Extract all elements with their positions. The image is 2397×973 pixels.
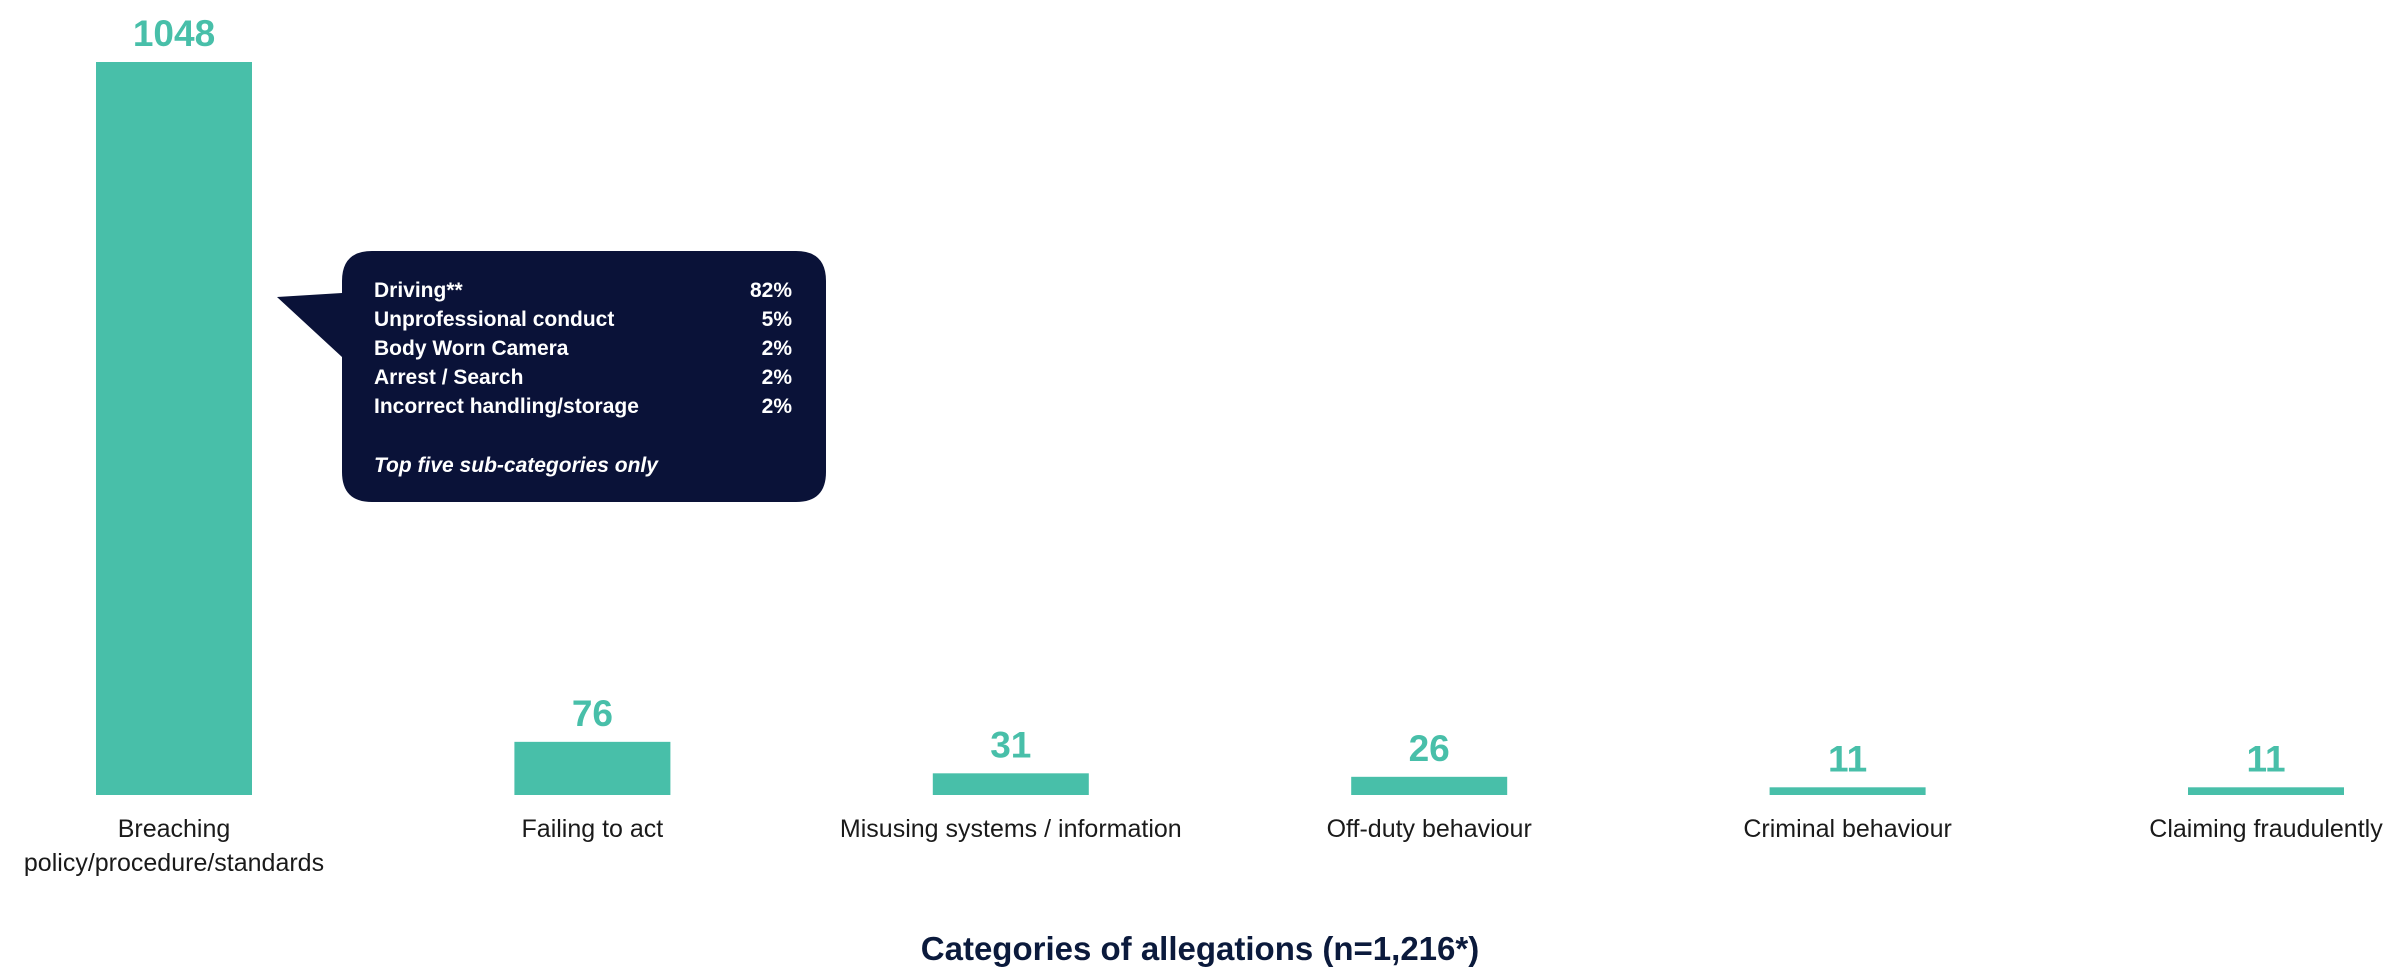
bar	[932, 773, 1089, 795]
x-tick-label: Criminal behaviour	[1743, 815, 1952, 843]
data-label: 26	[1409, 728, 1450, 769]
x-tick-label: Claiming fraudulently	[2149, 815, 2383, 843]
callout-box	[277, 251, 826, 502]
bar	[2188, 787, 2344, 795]
data-label: 11	[1828, 738, 1867, 779]
bar	[96, 62, 252, 795]
data-label: 76	[572, 693, 613, 734]
bar	[1351, 776, 1508, 795]
data-label: 1048	[133, 13, 215, 54]
data-label: 11	[2246, 738, 2285, 779]
callout-value: 5%	[762, 308, 793, 331]
x-tick-label: Failing to act	[521, 815, 664, 843]
bar	[514, 741, 671, 795]
callout-label: Body Worn Camera	[374, 337, 569, 360]
x-axis-title: Categories of allegations (n=1,216*)	[921, 930, 1479, 967]
x-tick-label: Misusing systems / information	[839, 815, 1182, 843]
bar	[1769, 787, 1926, 795]
callout-note: Top five sub-categories only	[374, 454, 659, 477]
callout-value: 2%	[762, 337, 793, 360]
callout-value: 82%	[750, 279, 792, 302]
callout-label: Driving**	[374, 279, 464, 302]
callout-value: 2%	[762, 395, 793, 418]
callout-label: Arrest / Search	[374, 366, 523, 389]
callout-label: Unprofessional conduct	[374, 308, 614, 331]
data-label: 31	[990, 724, 1031, 765]
x-tick-label: Breaching policy/procedure/standards	[23, 815, 325, 877]
callout-label: Incorrect handling/storage	[374, 395, 639, 418]
x-tick-label: Off-duty behaviour	[1326, 815, 1532, 843]
callout-value: 2%	[762, 366, 793, 389]
